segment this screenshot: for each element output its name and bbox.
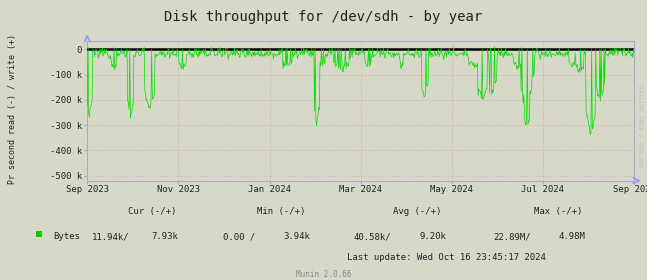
Text: Max (-/+): Max (-/+) [534, 207, 582, 216]
Text: 3.94k: 3.94k [283, 232, 311, 241]
Text: Disk throughput for /dev/sdh - by year: Disk throughput for /dev/sdh - by year [164, 10, 483, 24]
Text: Bytes: Bytes [53, 232, 80, 241]
Text: 22.89M/: 22.89M/ [493, 232, 531, 241]
Text: Cur (-/+): Cur (-/+) [128, 207, 176, 216]
Text: Min (-/+): Min (-/+) [258, 207, 305, 216]
Text: Avg (-/+): Avg (-/+) [393, 207, 441, 216]
Text: 9.20k: 9.20k [419, 232, 446, 241]
Text: 11.94k/: 11.94k/ [92, 232, 129, 241]
Text: Last update: Wed Oct 16 23:45:17 2024: Last update: Wed Oct 16 23:45:17 2024 [347, 253, 546, 262]
Text: 7.93k: 7.93k [151, 232, 178, 241]
Text: 4.98M: 4.98M [558, 232, 586, 241]
Text: Munin 2.0.66: Munin 2.0.66 [296, 270, 351, 279]
Text: 0.00 /: 0.00 / [223, 232, 256, 241]
Text: ■: ■ [36, 228, 41, 239]
Text: Pr second read (-) / write (+): Pr second read (-) / write (+) [8, 34, 17, 184]
Text: RRDTOOL / TOBI OETIKER: RRDTOOL / TOBI OETIKER [639, 85, 644, 167]
Text: 40.58k/: 40.58k/ [354, 232, 391, 241]
